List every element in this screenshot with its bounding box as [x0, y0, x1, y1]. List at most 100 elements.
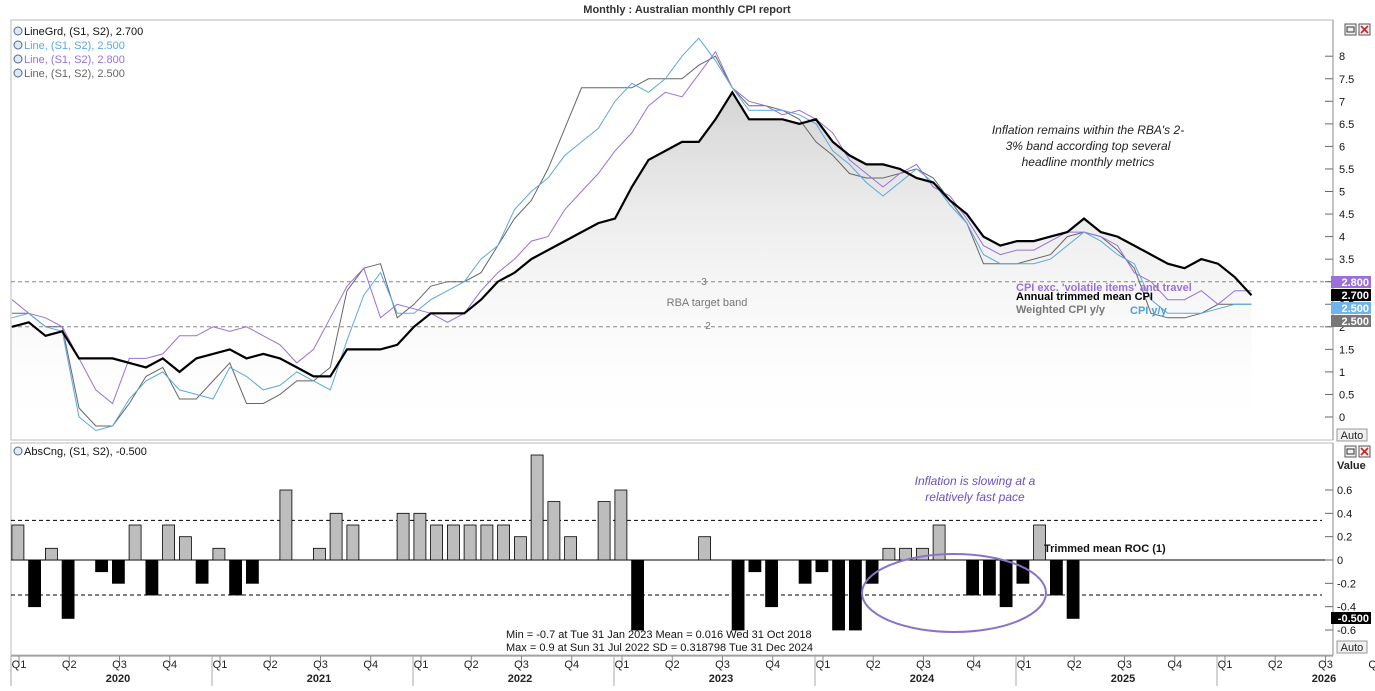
restore-icon [1346, 448, 1355, 455]
x-year-label: 2022 [508, 673, 532, 685]
x-tick-label: Q4 [765, 659, 780, 671]
roc-bar [932, 524, 946, 561]
value-tag-text: 2.500 [1341, 303, 1369, 315]
value-tag [1331, 315, 1371, 327]
lower-window-buttons[interactable] [1344, 445, 1371, 458]
roc-bar [128, 524, 142, 561]
legend-text: LineGrd, (S1, S2), 2.700 [24, 26, 143, 38]
legend-toggle-icon[interactable] [13, 40, 23, 50]
y-tick-label: 0.2 [1337, 532, 1352, 544]
y-tick-label: 0.5 [1339, 389, 1354, 401]
stats-line: Min = -0.7 at Tue 31 Jan 2023 Mean = 0.0… [506, 629, 812, 641]
band-lower-label: 2 [705, 321, 711, 332]
annotation-line: 3% band according top several [1006, 139, 1171, 153]
y-tick-label: 7.5 [1339, 74, 1354, 86]
roc-bar [346, 524, 360, 561]
band-label: RBA target band [667, 297, 748, 309]
restore-button[interactable] [1344, 445, 1357, 458]
x-axis: Q1 Q2 Q3 Q4 Q1 Q2 Q3 Q4 Q1 Q2 Q3 Q4 Q1 Q2 Q3 Q4 Q1 Q2 Q3 Q4… [10, 655, 1375, 686]
y-tick-label: -0.2 [1337, 578, 1356, 590]
roc-bar [45, 547, 58, 561]
roc-bar [162, 524, 176, 561]
x-year-label: 2023 [709, 673, 733, 685]
legend-toggle-icon[interactable] [13, 68, 23, 78]
x-year-label: 2021 [307, 673, 331, 685]
value-tag [1331, 289, 1371, 301]
x-tick-label: Q1 [414, 659, 429, 671]
roc-bar [396, 512, 410, 561]
roc-bar [212, 547, 226, 561]
upper-auto-button[interactable] [1336, 428, 1368, 442]
trimmed-mean-fill [12, 92, 1252, 417]
band-upper-label: 3 [701, 277, 707, 288]
annotation-line: Inflation remains within the RBA's 2- [992, 123, 1184, 137]
y-tick-label: 0.4 [1337, 508, 1352, 520]
y-tick-label: 0 [1339, 412, 1345, 424]
roc-bar [430, 524, 444, 561]
legend-entry[interactable]: Line, (S1, S2), 2.500 [13, 40, 125, 52]
y-tick-label: -0.6 [1337, 625, 1356, 637]
restore-button[interactable] [1344, 23, 1357, 36]
y-tick-label: 8 [1339, 51, 1345, 63]
rba-band [11, 281, 1333, 328]
roc-bar [95, 559, 108, 573]
x-tick-label: Q1 [1218, 659, 1233, 671]
roc-bar [514, 536, 527, 561]
roc-bar [1066, 559, 1080, 619]
y-tick-label: 5 [1339, 187, 1345, 199]
roc-bar [61, 559, 75, 619]
roc-bar [1050, 559, 1063, 596]
legend-toggle-icon[interactable] [13, 54, 23, 64]
roc-bar [312, 547, 326, 561]
roc-bar [145, 559, 159, 596]
x-tick-label: Q2 [665, 659, 680, 671]
value-header: Value [1337, 460, 1366, 472]
x-tick-label: Q3 [313, 659, 328, 671]
roc-bar [597, 501, 611, 561]
y-tick-label: 3.5 [1339, 254, 1354, 266]
lower-auto-button[interactable] [1336, 640, 1368, 654]
roc-bar [731, 559, 745, 631]
upper-window-buttons[interactable] [1344, 23, 1371, 36]
roc-bar [1016, 559, 1030, 584]
roc-bar [966, 559, 979, 596]
roc-bar [849, 559, 862, 631]
chart-title: Monthly : Australian monthly CPI report [583, 4, 791, 16]
series-line [11, 50, 1252, 405]
x-tick-label: Q4 [1167, 659, 1182, 671]
roc-bar [480, 524, 494, 561]
legend-toggle-icon[interactable] [13, 446, 23, 456]
roc-bar [11, 524, 25, 561]
roc-bar [229, 559, 243, 596]
y-tick-label: 6.5 [1339, 119, 1354, 131]
roc-bar [916, 547, 929, 561]
y-tick-label: 0 [1337, 555, 1343, 567]
roc-bar [195, 559, 209, 584]
y-tick-label: -0.4 [1337, 602, 1356, 614]
roc-bar [815, 559, 829, 573]
value-tag-text: 2.800 [1341, 277, 1369, 289]
x-tick-label: Q2 [263, 659, 278, 671]
legend-entry[interactable]: Line, (S1, S2), 2.800 [13, 54, 125, 66]
roc-bar [999, 559, 1013, 608]
roc-bar [279, 489, 293, 561]
roc-bar [463, 524, 477, 561]
y-tick-label: 0.6 [1337, 485, 1352, 497]
lower-legend-text: AbsCng, (S1, S2), -0.500 [24, 446, 147, 458]
value-tag-text: 2.500 [1341, 316, 1369, 328]
roc-bar [614, 489, 628, 561]
legend-entry[interactable]: Line, (S1, S2), 2.500 [13, 68, 125, 80]
y-tick-label: 2 [1339, 322, 1345, 334]
x-tick-label: Q3 [715, 659, 730, 671]
series-label-trimmed: Annual trimmed mean CPI [1016, 291, 1153, 303]
x-tick-label: Q1 [213, 659, 228, 671]
roc-bar [413, 512, 427, 561]
legend-entry[interactable]: LineGrd, (S1, S2), 2.700 [13, 26, 143, 38]
x-year-label: 2025 [1111, 673, 1135, 685]
legend-toggle-icon[interactable] [13, 26, 23, 36]
lower-legend-entry[interactable]: AbsCng, (S1, S2), -0.500 [13, 446, 147, 458]
highlight-ellipse [861, 553, 1047, 633]
roc-bar [112, 559, 125, 584]
y-tick-label: 1.5 [1339, 344, 1354, 356]
x-tick-label: Q4 [564, 659, 579, 671]
